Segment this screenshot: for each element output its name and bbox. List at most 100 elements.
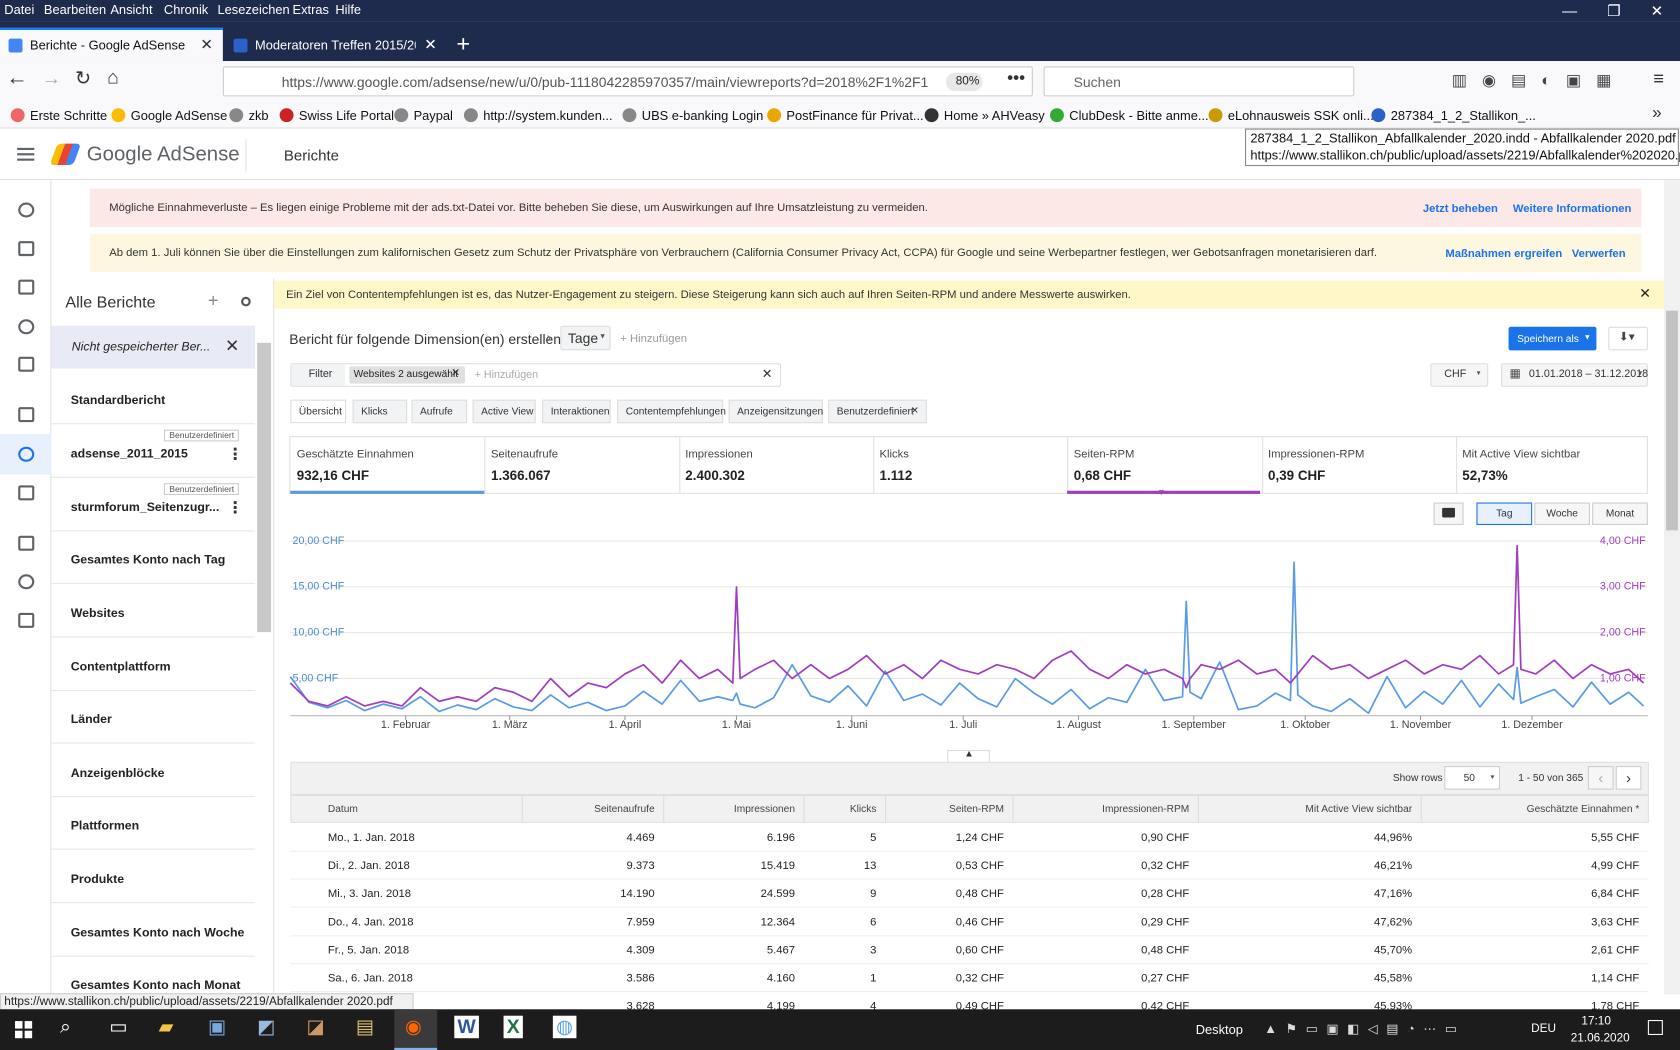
menu-item[interactable]: Lesezeichen [218, 2, 290, 17]
nav-forward[interactable]: → [42, 68, 61, 91]
add-report-icon[interactable]: + [208, 290, 219, 311]
bookmark[interactable]: UBS e-banking Login [642, 108, 764, 123]
menu-item[interactable]: Hilfe [335, 2, 361, 17]
rail-icon[interactable] [18, 203, 34, 218]
metric-value[interactable]: 0,68 CHF [1074, 468, 1131, 483]
taskbar-app[interactable]: ▣ [208, 1016, 226, 1039]
nav-back[interactable]: ← [6, 66, 27, 91]
bookmark[interactable]: 287384_1_2_Stallikon_... [1391, 108, 1536, 123]
report-tab-label[interactable]: Benutzerdefiniert [837, 406, 914, 418]
metric-label[interactable]: Impressionen-RPM [1268, 448, 1364, 461]
taskbar-app[interactable]: ◪ [306, 1016, 324, 1039]
report-tab-label[interactable]: Klicks [361, 406, 388, 418]
report-link[interactable]: Anzeigenblöcke [71, 767, 165, 780]
metric-label[interactable]: Klicks [880, 448, 909, 461]
alert-action[interactable]: Jetzt beheben [1423, 203, 1498, 216]
filter-clear[interactable]: ✕ [762, 366, 773, 381]
rail-icon[interactable] [18, 613, 34, 628]
report-tab-label[interactable]: Interaktionen [551, 406, 610, 418]
report-link[interactable]: Gesamtes Konto nach Tag [71, 554, 226, 567]
column-header[interactable]: Impressionen [734, 804, 795, 816]
rail-icon[interactable] [18, 447, 34, 462]
report-link[interactable]: Nicht gespeicherter Ber... [72, 341, 211, 354]
report-tab-label[interactable]: Anzeigensitzungen [737, 406, 823, 418]
rail-icon[interactable] [18, 536, 34, 551]
rail-icon[interactable] [18, 485, 34, 500]
granularity-label[interactable]: Woche [1534, 508, 1590, 520]
metric-value[interactable]: 1.366.067 [491, 468, 551, 483]
notification-icon[interactable] [1648, 1020, 1663, 1035]
nav-reload[interactable]: ↻ [75, 68, 91, 91]
column-header[interactable]: Seiten-RPM [949, 804, 1004, 816]
tab-close[interactable]: ✕ [424, 35, 437, 53]
report-tab-label[interactable]: Aufrufe [420, 406, 453, 418]
currency[interactable]: CHF [1444, 369, 1466, 381]
bookmark[interactable]: Home » AHVeasy [944, 108, 1045, 123]
nav-home[interactable]: ⌂ [107, 66, 119, 89]
menu-item[interactable]: Bearbeiten [44, 2, 106, 17]
report-link[interactable]: Websites [71, 608, 125, 621]
bookmark[interactable]: PostFinance für Privat... [786, 108, 923, 123]
search-placeholder[interactable]: Suchen [1074, 74, 1121, 90]
taskbar-app[interactable]: ▭ [109, 1016, 127, 1039]
rail-icon[interactable] [18, 280, 34, 295]
metric-label[interactable]: Geschätzte Einnahmen [297, 448, 414, 461]
bookmark[interactable]: http://system.kunden... [483, 108, 612, 123]
column-header[interactable]: Impressionen-RPM [1102, 804, 1189, 816]
page-actions[interactable]: ••• [1007, 70, 1025, 89]
rail-icon[interactable] [18, 407, 34, 422]
url[interactable]: https://www.google.com/adsense/new/u/0/p… [282, 74, 938, 90]
zoom[interactable]: 80% [956, 75, 980, 88]
taskbar-app[interactable]: ▤ [356, 1016, 374, 1039]
taskbar-app[interactable]: X [504, 1016, 523, 1039]
tab-close[interactable]: ✕ [200, 35, 213, 53]
save-label[interactable]: Speichern als [1517, 333, 1579, 345]
report-link[interactable]: Plattformen [71, 820, 139, 833]
column-header[interactable]: Klicks [850, 804, 877, 816]
metric-label[interactable]: Seitenaufrufe [491, 448, 558, 461]
taskbar-app[interactable]: ◉ [405, 1016, 422, 1039]
alert-action[interactable]: Verwerfen [1572, 248, 1626, 261]
tab-remove[interactable]: ✕ [911, 405, 919, 417]
new-tab[interactable]: + [456, 30, 470, 58]
report-tab-label[interactable]: Contentempfehlungen [626, 406, 726, 418]
tab-title[interactable]: Berichte - Google AdSense [30, 38, 185, 53]
report-link[interactable]: Produkte [71, 873, 124, 886]
report-tab-label[interactable]: Übersicht [299, 406, 342, 418]
more-menu[interactable]: ⋮ [227, 445, 243, 464]
tab-title[interactable]: Moderatoren Treffen 2015/201 [255, 38, 416, 53]
taskbar-app[interactable]: ◩ [257, 1016, 275, 1039]
rail-icon[interactable] [18, 319, 34, 334]
filter-chip[interactable]: Websites 2 ausgewählt [354, 369, 458, 381]
filter-add[interactable]: + Hinzufügen [475, 370, 538, 382]
bookmark[interactable]: Swiss Life Portal [299, 108, 394, 123]
bookmarks-more[interactable]: » [1652, 104, 1662, 123]
taskbar-app[interactable]: W [454, 1016, 479, 1039]
bookmark[interactable]: eLohnausweis SSK onli... [1228, 108, 1374, 123]
report-link[interactable]: Länder [71, 714, 112, 727]
alert-action[interactable]: Weitere Informationen [1513, 203, 1632, 216]
metric-label[interactable]: Mit Active View sichtbar [1462, 448, 1580, 461]
bookmark[interactable]: Paypal [414, 108, 453, 123]
report-tab-label[interactable]: Active View [481, 406, 533, 418]
bookmark[interactable]: Google AdSense [131, 108, 228, 123]
granularity-label[interactable]: Tag [1476, 508, 1532, 520]
dimension-value[interactable]: Tage [568, 330, 598, 346]
column-header[interactable]: Mit Active View sichtbar [1305, 804, 1412, 816]
taskbar-desktop[interactable]: Desktop [1196, 1022, 1243, 1037]
taskbar-app[interactable]: ◍ [553, 1016, 576, 1039]
report-link[interactable]: Gesamtes Konto nach Woche [71, 927, 245, 940]
rows-count[interactable]: 50 [1464, 773, 1475, 785]
bookmark[interactable]: Erste Schritte [30, 108, 107, 123]
metric-value[interactable]: 932,16 CHF [297, 468, 369, 483]
start-button[interactable] [15, 1021, 32, 1038]
bookmark[interactable]: ClubDesk - Bitte anme... [1069, 108, 1208, 123]
search-icon[interactable] [241, 297, 251, 307]
report-link[interactable]: Contentplattform [71, 661, 171, 674]
report-link[interactable]: Standardbericht [71, 394, 165, 407]
page-scroll-thumb[interactable] [1666, 311, 1678, 531]
rail-icon[interactable] [18, 574, 34, 589]
rail-icon[interactable] [18, 241, 34, 256]
prev-page[interactable]: ‹ [1588, 766, 1614, 790]
more-menu[interactable]: ⋮ [227, 498, 243, 517]
